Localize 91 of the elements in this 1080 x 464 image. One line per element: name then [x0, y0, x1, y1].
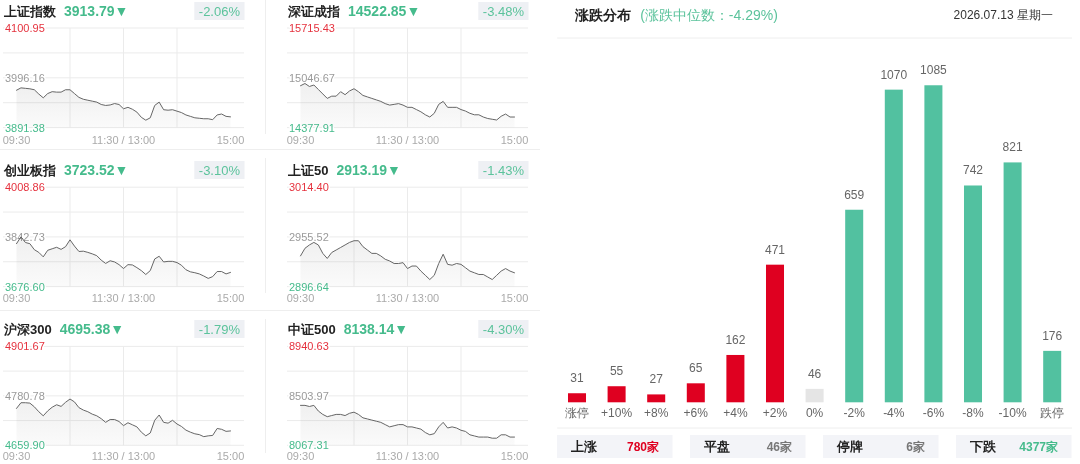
data-label: 27: [649, 372, 663, 387]
xtick: 15:00: [216, 133, 245, 146]
data-label: 659: [844, 187, 865, 202]
ytick: 4901.67: [5, 340, 45, 353]
xtick: 15:00: [500, 450, 529, 462]
data-label: 471: [765, 242, 785, 257]
ytick: 3014.40: [289, 181, 329, 194]
data-label: 176: [1042, 328, 1063, 343]
ytick: 3996.16: [5, 71, 45, 84]
ytick: 4659.90: [5, 439, 45, 452]
xtick: 0%: [805, 406, 824, 421]
xtick: 11:30 / 13:00: [91, 450, 156, 462]
annotation: -1.79%: [198, 321, 240, 337]
data-label: 55: [609, 364, 624, 379]
card-value: 780家: [626, 439, 659, 454]
xtick: -4%: [883, 406, 905, 421]
xtick: 11:30 / 13:00: [375, 133, 440, 146]
xtick: 15:00: [500, 291, 529, 304]
card-value: 6家: [906, 439, 925, 454]
xtick: -2%: [843, 406, 865, 421]
title: 深证成指: [288, 3, 340, 19]
subtitle: 8138.14▼: [343, 321, 409, 337]
xtick: -6%: [922, 406, 945, 421]
xtick: 09:30: [286, 291, 315, 304]
xtick: 跌停: [1040, 406, 1065, 421]
annotation: -4.30%: [482, 321, 524, 337]
data-label: 46: [807, 366, 822, 381]
ytick: 15046.67: [289, 71, 335, 84]
xtick: +6%: [683, 406, 708, 421]
title: 涨跌分布: [575, 7, 632, 23]
xtick: 15:00: [216, 450, 245, 462]
xtick: 11:30 / 13:00: [375, 450, 440, 462]
annotation: -3.10%: [198, 162, 240, 178]
card-value: 46家: [766, 439, 792, 454]
ytick: 14377.91: [289, 121, 335, 134]
data-label: 31: [570, 371, 584, 386]
ytick: 3891.38: [5, 121, 45, 134]
xtick: -10%: [998, 406, 1027, 421]
ytick: 3676.60: [5, 280, 45, 293]
title: 创业板指: [4, 162, 56, 178]
ytick: 4008.86: [5, 181, 45, 194]
annotation: -2.06%: [198, 3, 240, 19]
card-label: 下跌: [970, 439, 996, 454]
xtick: +2%: [762, 406, 788, 421]
ytick: 15715.43: [289, 22, 335, 34]
xtick: 11:30 / 13:00: [375, 291, 440, 304]
card-label: 平盘: [704, 439, 730, 454]
subtitle: (涨跌中位数：-4.29%): [640, 7, 778, 23]
xtick: -8%: [962, 406, 984, 421]
xtick: 15:00: [500, 133, 529, 146]
xtick: 11:30 / 13:00: [91, 291, 156, 304]
xtick: 15:00: [216, 291, 245, 304]
subtitle: 3723.52▼: [64, 162, 129, 178]
xtick: 涨停: [565, 406, 589, 421]
annotation: -3.48%: [482, 3, 524, 19]
annotation: 2026.07.13 星期一: [953, 8, 1053, 22]
xtick: +8%: [644, 406, 669, 421]
ytick: 4100.95: [5, 22, 45, 34]
data-label: 742: [963, 163, 983, 178]
ytick: 4780.78: [5, 389, 45, 402]
xtick: 11:30 / 13:00: [91, 133, 156, 146]
data-label: 65: [689, 361, 703, 376]
title: 上证指数: [4, 3, 56, 19]
subtitle: 4695.38▼: [59, 321, 125, 337]
title: 中证500: [288, 321, 336, 337]
ytick: 2896.64: [289, 280, 329, 293]
xtick: 09:30: [2, 133, 31, 146]
ytick: 8067.31: [289, 439, 329, 452]
xtick: 09:30: [286, 450, 315, 462]
xtick: 09:30: [2, 291, 31, 304]
xtick: 09:30: [286, 133, 315, 146]
xtick: 09:30: [2, 450, 31, 462]
ytick: 8503.97: [289, 389, 329, 402]
ytick: 8940.63: [289, 340, 329, 353]
card-label: 上涨: [571, 439, 597, 454]
ytick: 2955.52: [289, 230, 329, 243]
data-label: 162: [725, 332, 746, 347]
card-value: 4377家: [1019, 439, 1058, 454]
xtick: +10%: [601, 406, 633, 421]
data-label: 1085: [920, 63, 947, 78]
subtitle: 14522.85▼: [348, 3, 421, 19]
xtick: +4%: [723, 406, 748, 421]
title: 上证50: [288, 162, 329, 178]
data-label: 1070: [880, 67, 908, 82]
annotation: -1.43%: [482, 162, 524, 178]
title: 沪深300: [4, 321, 52, 337]
data-label: 821: [1002, 140, 1023, 155]
ytick: 3842.73: [5, 230, 45, 243]
subtitle: 2913.19▼: [336, 162, 401, 178]
card-label: 停牌: [837, 439, 863, 454]
subtitle: 3913.79▼: [64, 3, 129, 19]
